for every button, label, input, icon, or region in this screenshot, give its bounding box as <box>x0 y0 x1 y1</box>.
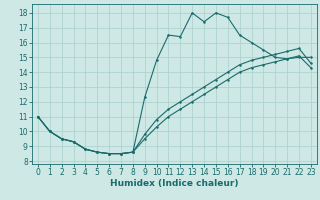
X-axis label: Humidex (Indice chaleur): Humidex (Indice chaleur) <box>110 179 239 188</box>
